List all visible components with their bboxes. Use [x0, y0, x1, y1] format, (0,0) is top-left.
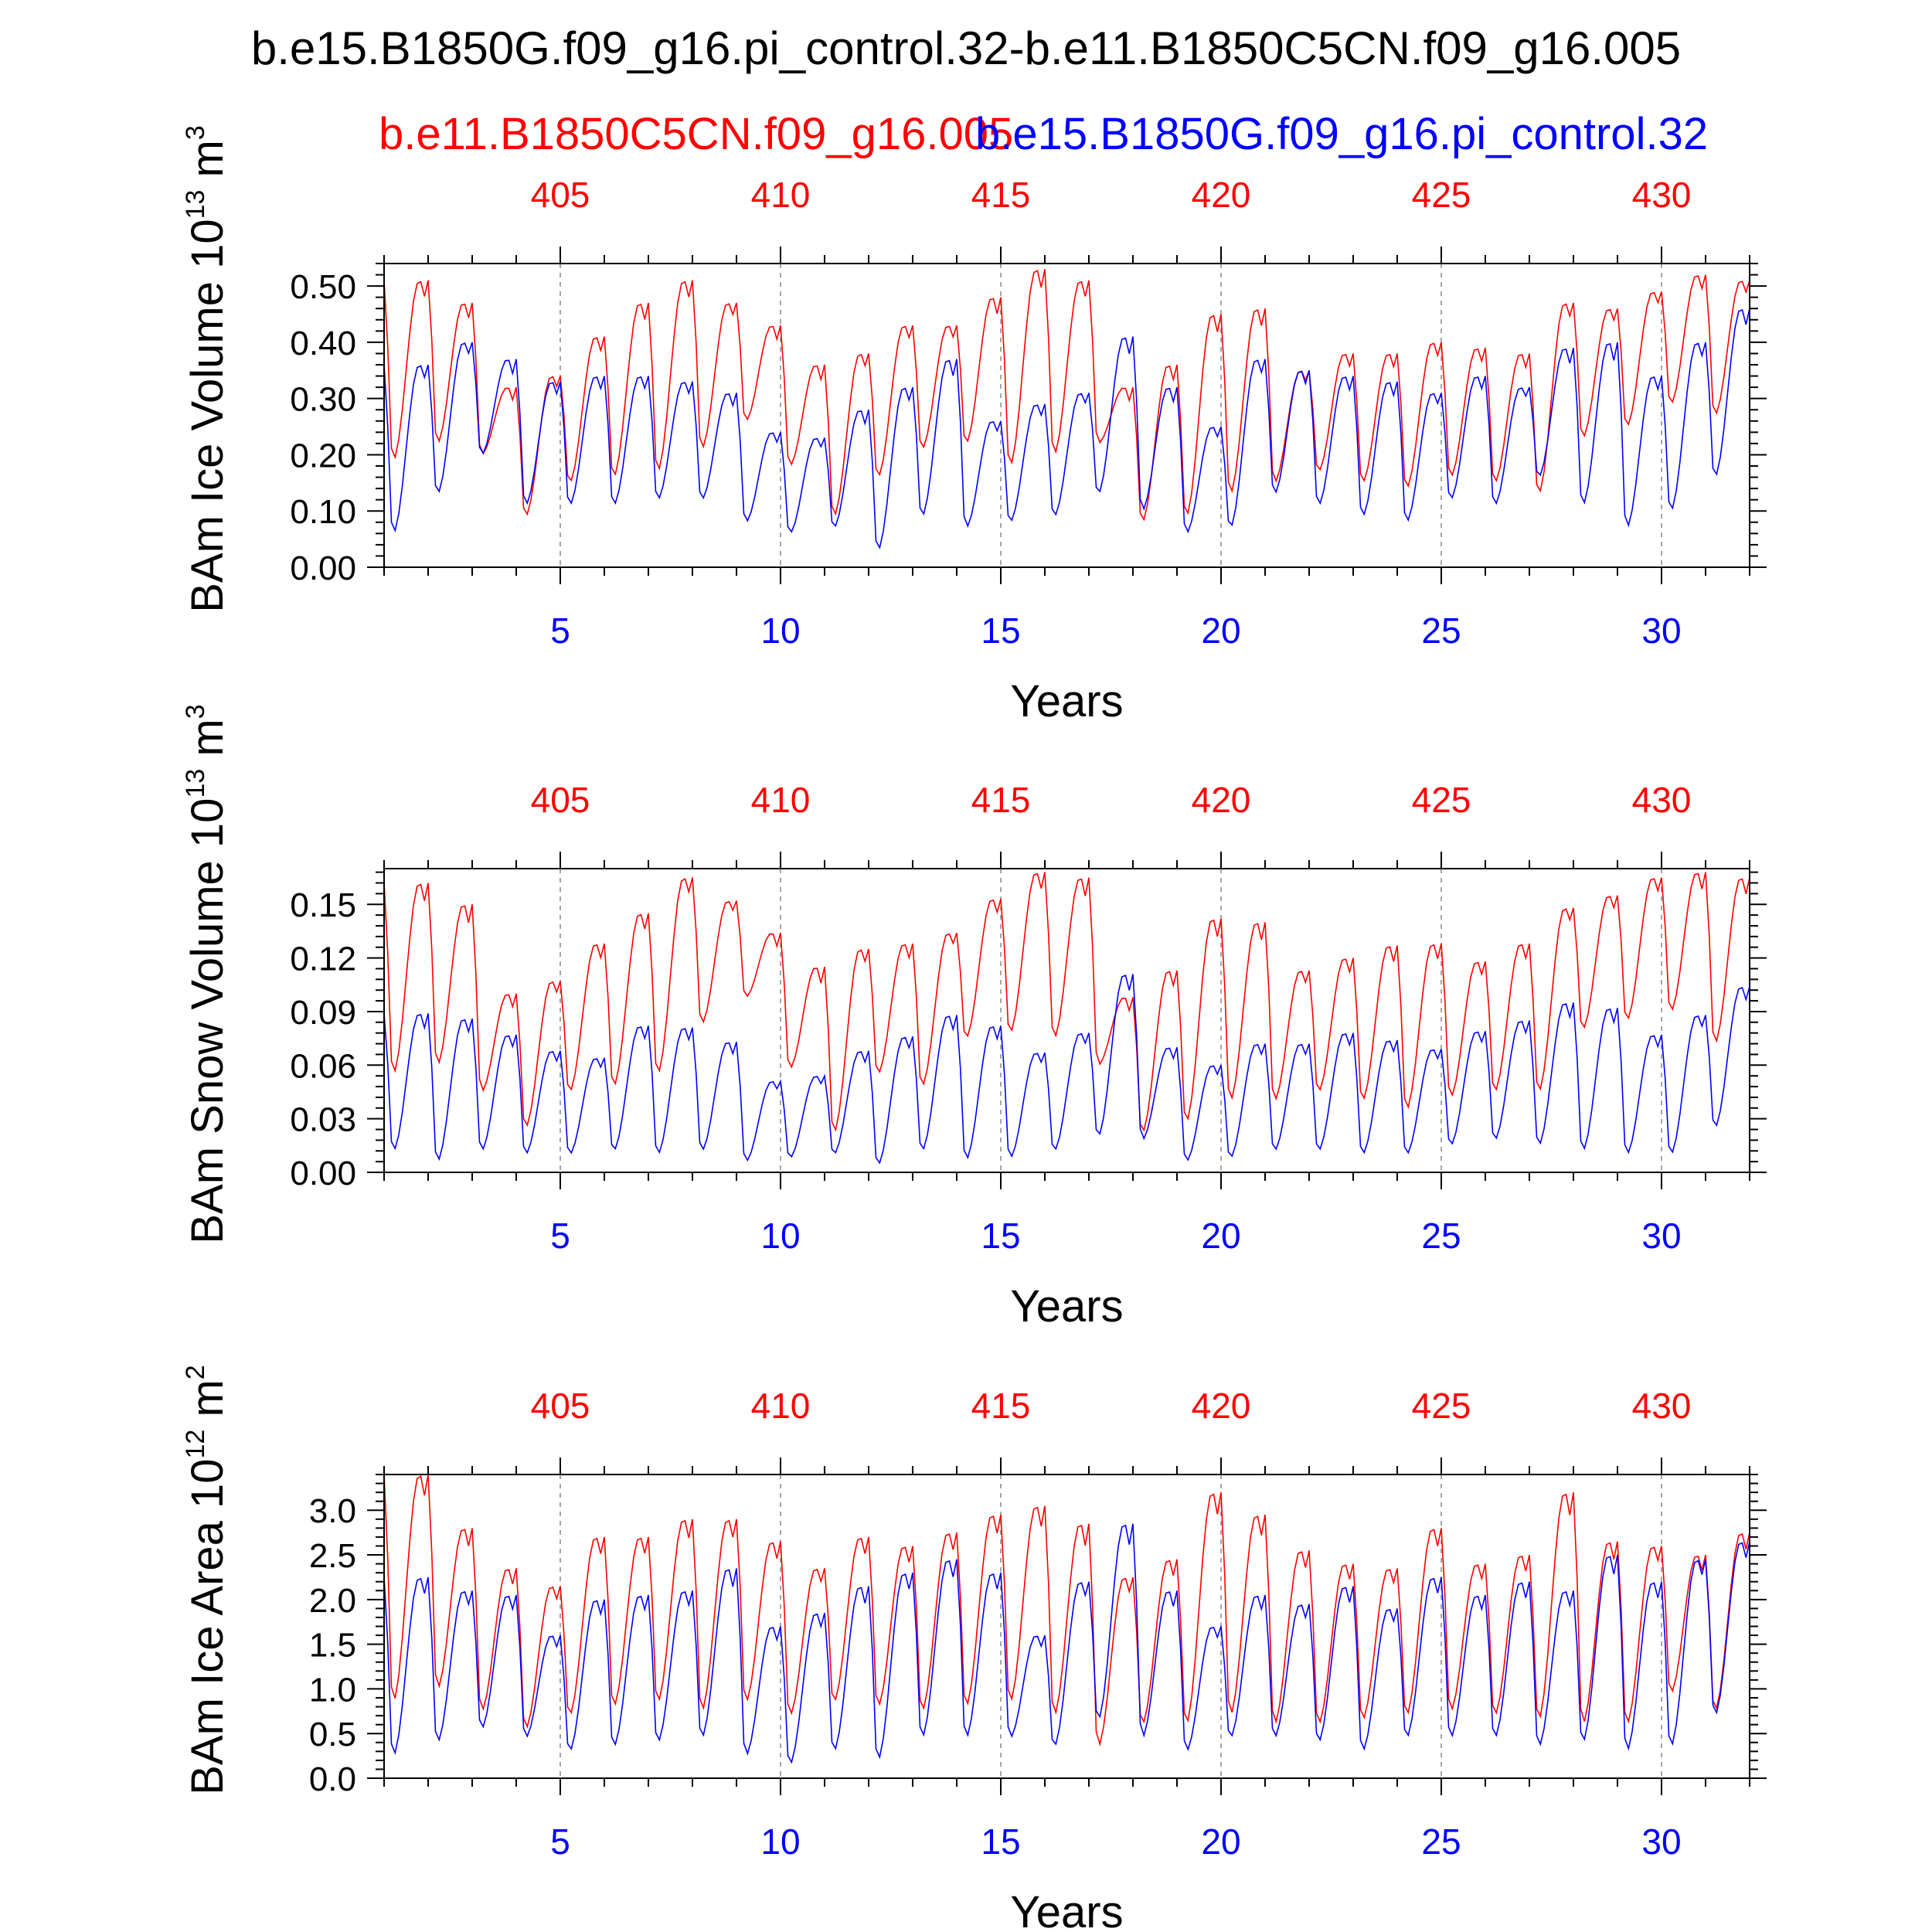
chart-title: b.e15.B1850G.f09_g16.pi_control.32-b.e11… — [250, 22, 1682, 74]
x-tick-label: 30 — [1641, 1216, 1681, 1256]
panel-2: 0.00 0.03 0.06 0.09 0.12 0.15 5 10 15 20 25 30 405 41… — [181, 704, 1767, 1332]
x-tick-label: 5 — [550, 611, 570, 651]
plot-frame — [383, 263, 1750, 568]
x-top-tick-label: 430 — [1632, 1386, 1692, 1426]
y-tick-label: 1.5 — [309, 1627, 356, 1665]
x-axis-label: Years — [1010, 1887, 1123, 1932]
x-tick-label: 10 — [760, 611, 800, 651]
x-tick-label: 20 — [1201, 1216, 1240, 1256]
y-tick-label: 0.30 — [290, 381, 356, 419]
y-tick-label: 2.5 — [309, 1537, 356, 1575]
y-axis-label: BAm Snow Volume 1013 m3 — [181, 704, 233, 1243]
y-tick-label: 0.50 — [290, 268, 356, 306]
x-top-tick-label: 430 — [1632, 780, 1692, 820]
series-line-red — [383, 872, 1750, 1132]
y-tick-label: 0.00 — [290, 549, 356, 587]
y-tick-label: 0.20 — [290, 437, 356, 474]
x-top-tick-label: 415 — [971, 780, 1031, 820]
x-tick-label: 10 — [760, 1216, 800, 1256]
legend-blue-label: b.e15.B1850G.f09_g16.pi_control.32 — [975, 109, 1709, 159]
x-top-tick-label: 410 — [751, 1386, 811, 1426]
x-top-tick-label: 420 — [1192, 1386, 1251, 1426]
x-top-tick-label: 405 — [531, 175, 590, 215]
x-tick-label: 30 — [1641, 1821, 1681, 1862]
x-tick-label: 25 — [1421, 611, 1461, 651]
x-top-tick-label: 425 — [1412, 175, 1471, 215]
y-tick-label: 0.15 — [290, 886, 356, 924]
y-tick-label: 0.03 — [290, 1101, 356, 1139]
x-top-tick-label: 420 — [1192, 780, 1251, 820]
x-top-tick-label: 410 — [751, 780, 811, 820]
y-axis-label: BAm Ice Volume 1013 m3 — [181, 125, 233, 613]
x-top-tick-label: 420 — [1192, 175, 1251, 215]
x-tick-label: 15 — [981, 1821, 1020, 1862]
x-top-tick-label: 425 — [1412, 1386, 1471, 1426]
x-tick-label: 10 — [760, 1821, 800, 1862]
x-top-tick-label: 430 — [1632, 175, 1692, 215]
x-top-tick-label: 425 — [1412, 780, 1471, 820]
x-tick-label: 15 — [981, 1216, 1020, 1256]
x-top-tick-label: 405 — [531, 780, 590, 820]
panel-3: 0.0 0.5 1.0 1.5 2.0 2.5 3.0 5 10 15 20 25 30 405 410 41… — [181, 1365, 1767, 1932]
y-axis-label: BAm Ice Area 1012 m2 — [181, 1365, 233, 1794]
y-tick-label: 3.0 — [309, 1492, 356, 1530]
x-tick-label: 15 — [981, 611, 1020, 651]
series-line-blue — [383, 1523, 1750, 1764]
y-tick-label: 0.00 — [290, 1155, 356, 1192]
series-line-red — [383, 1474, 1750, 1747]
x-top-tick-label: 415 — [971, 175, 1031, 215]
y-tick-label: 2.0 — [309, 1582, 356, 1620]
x-top-tick-label: 415 — [971, 1386, 1031, 1426]
panel-1: 0.00 0.10 0.20 0.30 0.40 0.50 5 10 15 20 25 30 405 41… — [181, 125, 1767, 726]
y-tick-label: 1.0 — [309, 1671, 356, 1709]
x-tick-label: 30 — [1641, 611, 1681, 651]
x-tick-label: 20 — [1201, 1821, 1240, 1862]
x-axis-label: Years — [1010, 1281, 1123, 1332]
x-tick-label: 20 — [1201, 611, 1240, 651]
x-tick-label: 25 — [1421, 1216, 1461, 1256]
series-line-blue — [383, 974, 1750, 1165]
y-tick-label: 0.06 — [290, 1047, 356, 1085]
x-tick-label: 5 — [550, 1821, 570, 1862]
legend-red-label: b.e11.B1850C5CN.f09_g16.005 — [379, 109, 1014, 159]
x-tick-label: 25 — [1421, 1821, 1461, 1862]
y-tick-label: 0.09 — [290, 994, 356, 1032]
x-top-tick-label: 405 — [531, 1386, 590, 1426]
x-top-tick-label: 410 — [751, 175, 811, 215]
series-line-blue — [383, 308, 1750, 549]
y-tick-label: 0.5 — [309, 1716, 356, 1753]
y-tick-label: 0.0 — [309, 1760, 356, 1798]
x-tick-label: 5 — [550, 1216, 570, 1256]
x-axis-label: Years — [1010, 676, 1123, 726]
y-tick-label: 0.12 — [290, 940, 356, 978]
plot-frame — [383, 868, 1750, 1173]
series-line-red — [383, 269, 1750, 522]
y-tick-label: 0.10 — [290, 493, 356, 531]
y-tick-label: 0.40 — [290, 325, 356, 362]
